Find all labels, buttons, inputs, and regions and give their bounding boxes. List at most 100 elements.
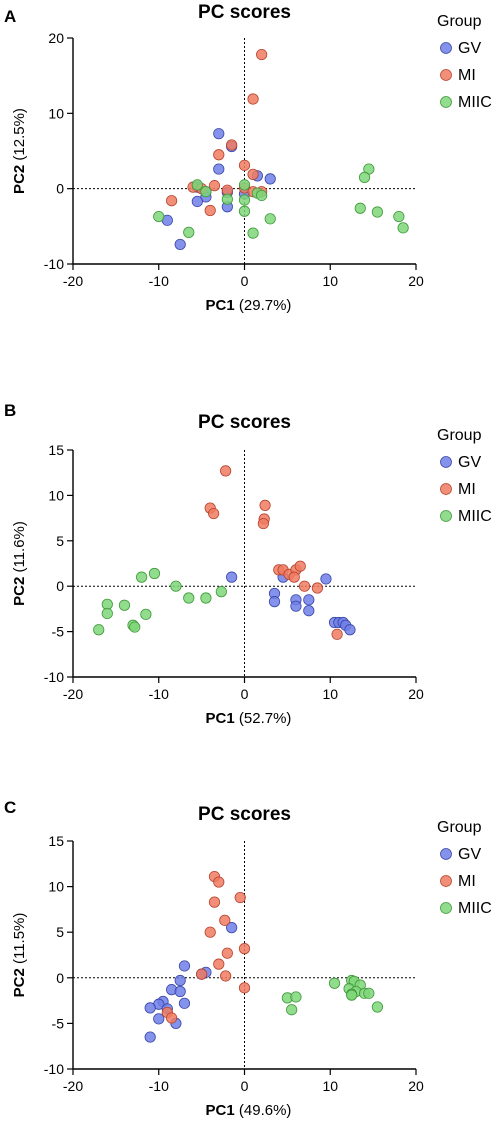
series-miic: [153, 163, 409, 239]
data-point-gv: [191, 195, 203, 208]
data-point-mi: [213, 958, 225, 970]
legend-label-gv: GV: [458, 40, 481, 57]
data-point-miic: [200, 592, 212, 604]
y-tick-label: 5: [56, 533, 64, 549]
x-axis-label: PC1 (49.6%): [206, 1102, 292, 1119]
data-point-mi: [220, 465, 232, 477]
data-point-miic: [101, 607, 113, 620]
data-point-gv: [174, 974, 186, 987]
legend-swatch-miic: [440, 902, 452, 914]
series-miic: [281, 974, 384, 1016]
data-point-mi: [208, 507, 220, 520]
data-point-gv: [303, 594, 315, 606]
data-point-miic: [118, 599, 131, 611]
y-tick-label: 15: [48, 833, 64, 849]
data-point-mi: [234, 891, 246, 904]
y-axis-label: PC2 (11.5%): [11, 913, 28, 998]
series-gv: [144, 922, 238, 1043]
y-tick-label: 5: [56, 924, 64, 940]
y-tick-label: -10: [44, 1061, 64, 1077]
data-point-miic: [290, 991, 302, 1003]
data-point-mi: [238, 159, 251, 171]
panel-letter: B: [4, 401, 16, 420]
x-tick-label: 0: [241, 273, 249, 289]
data-point-gv: [268, 596, 281, 608]
data-point-miic: [238, 205, 251, 217]
data-point-gv: [144, 1031, 156, 1043]
series-mi: [166, 48, 268, 217]
data-point-mi: [311, 582, 323, 594]
data-point-gv: [213, 163, 225, 175]
y-tick-label: 10: [48, 487, 64, 503]
legend-title: Group: [437, 13, 482, 30]
x-axis-label: PC1 (52.7%): [206, 710, 292, 727]
data-point-gv: [226, 571, 238, 583]
data-point-gv: [178, 997, 191, 1009]
y-axis-label: PC2 (12.5%): [11, 108, 28, 194]
data-point-gv: [226, 922, 238, 934]
data-point-mi: [208, 180, 221, 192]
data-point-mi: [213, 149, 225, 161]
x-tick-label: -20: [63, 686, 83, 702]
data-point-mi: [226, 139, 238, 151]
data-point-gv: [303, 605, 315, 617]
data-point-miic: [136, 571, 148, 583]
data-point-gv: [144, 1002, 156, 1014]
legend-title: Group: [437, 819, 482, 836]
data-point-miic: [140, 608, 152, 620]
data-point-mi: [219, 914, 231, 926]
legend-swatch-gv: [440, 456, 452, 468]
data-point-gv: [320, 573, 332, 585]
legend-label-miic: MIIC: [458, 508, 492, 525]
x-tick-label: -20: [63, 1078, 83, 1094]
x-tick-label: -10: [149, 1078, 169, 1094]
data-point-miic: [328, 977, 341, 989]
data-point-mi: [259, 499, 271, 511]
legend-swatch-mi: [440, 875, 452, 887]
data-point-miic: [393, 210, 405, 223]
data-point-miic: [238, 194, 251, 206]
data-point-gv: [344, 624, 356, 636]
legend-swatch-miic: [440, 510, 452, 522]
data-point-gv: [290, 600, 302, 612]
data-point-mi: [247, 93, 259, 105]
data-point-mi: [257, 517, 269, 530]
x-tick-label: -10: [149, 686, 169, 702]
data-point-gv: [153, 1013, 165, 1025]
legend-swatch-gv: [440, 42, 452, 54]
data-point-miic: [286, 1004, 298, 1016]
x-tick-label: 0: [241, 1078, 249, 1094]
legend-label-miic: MIIC: [458, 94, 492, 111]
data-point-miic: [200, 186, 212, 198]
y-tick-label: 10: [48, 879, 64, 895]
legend-swatch-mi: [440, 69, 452, 81]
data-point-miic: [264, 213, 276, 225]
data-point-gv: [178, 960, 191, 972]
data-point-mi: [166, 195, 178, 207]
y-tick-label: 10: [48, 105, 64, 121]
legend: Group GV MI MIIC: [437, 819, 492, 917]
data-point-mi: [213, 876, 225, 888]
data-point-gv: [174, 985, 186, 998]
data-point-mi: [204, 926, 216, 938]
chart-title: PC scores: [198, 804, 291, 825]
data-point-mi: [247, 168, 259, 180]
data-point-miic: [358, 171, 371, 183]
legend-title: Group: [437, 427, 482, 444]
legend-swatch-mi: [440, 483, 452, 495]
x-tick-label: 0: [241, 686, 249, 702]
legend-label-gv: GV: [458, 454, 481, 471]
data-point-gv: [264, 173, 276, 185]
legend: Group GV MI MIIC: [437, 427, 492, 525]
data-point-miic: [346, 989, 358, 1001]
data-point-miic: [191, 179, 203, 191]
data-point-mi: [256, 48, 268, 61]
data-point-miic: [148, 567, 161, 580]
legend-swatch-miic: [440, 96, 452, 108]
data-point-miic: [183, 592, 195, 604]
data-point-miic: [256, 189, 268, 202]
